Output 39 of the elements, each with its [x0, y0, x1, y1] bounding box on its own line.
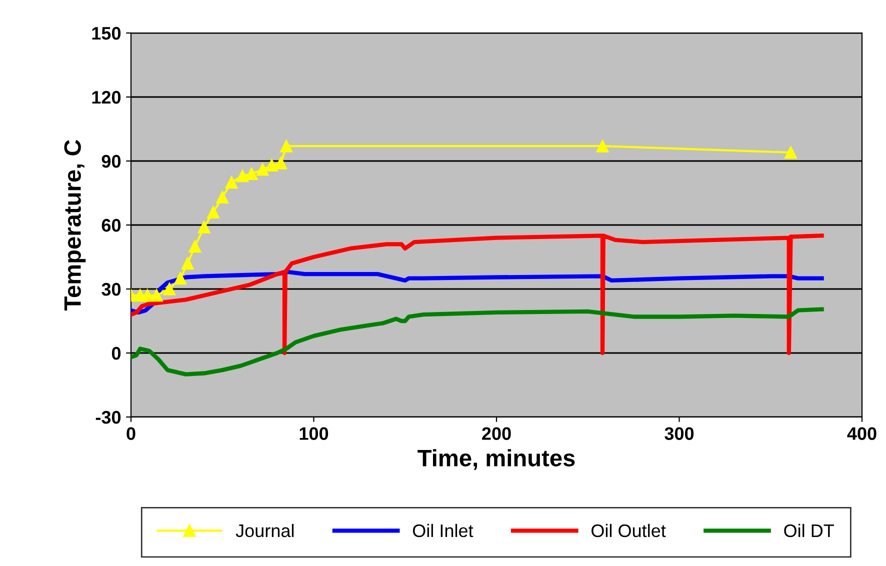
point	[245, 168, 258, 180]
point	[265, 159, 278, 172]
point	[256, 163, 269, 176]
y-tick-label: 30	[102, 282, 121, 296]
y-tick-label: -30	[96, 410, 121, 424]
legend-label: Oil Inlet	[412, 524, 474, 538]
line-series	[131, 270, 824, 315]
point	[198, 220, 210, 234]
legend-label: Oil Outlet	[592, 524, 666, 538]
legend-label: Journal	[236, 524, 294, 538]
point	[236, 170, 249, 182]
point	[188, 240, 202, 253]
line-series	[131, 307, 824, 376]
x-tick-label: 100	[300, 427, 328, 440]
line-series	[131, 234, 824, 356]
y-tick-label: 150	[92, 26, 121, 40]
point	[225, 176, 238, 189]
point	[181, 257, 194, 270]
y-axis-title: Temperature, C	[64, 140, 86, 310]
point	[274, 156, 288, 170]
point	[784, 146, 797, 159]
x-tick-label: 300	[664, 427, 694, 440]
point	[206, 206, 220, 218]
point	[150, 289, 163, 302]
point	[141, 289, 154, 302]
y-tick-label: 120	[92, 90, 121, 104]
point	[596, 140, 609, 152]
point	[174, 272, 187, 285]
x-tick-label: 200	[482, 427, 511, 440]
point	[163, 282, 176, 296]
x-tick-label: 400	[847, 427, 876, 440]
x-axis-title: Time, minutes	[418, 449, 575, 470]
y-tick-label: 60	[102, 218, 121, 232]
x-tick-label: 0	[126, 427, 136, 440]
y-tick-label: 90	[102, 154, 121, 168]
point	[280, 140, 293, 152]
legend-label: Oil DT	[784, 524, 834, 538]
y-tick-label: 0	[112, 346, 121, 360]
point	[216, 191, 229, 204]
